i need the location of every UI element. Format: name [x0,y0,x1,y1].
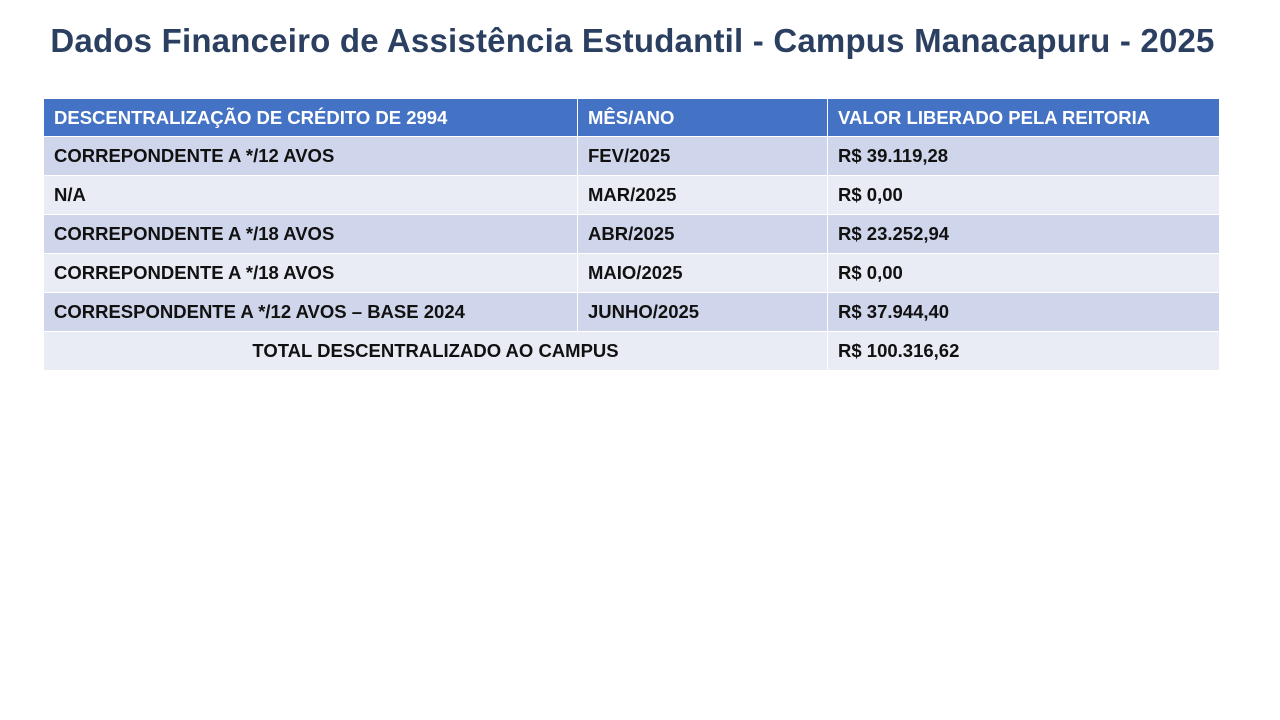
header-descentralizacao: DESCENTRALIZAÇÃO DE CRÉDITO DE 2994 [43,98,578,137]
cell-valor: R$ 39.119,28 [827,136,1220,176]
cell-mes: ABR/2025 [577,214,828,254]
cell-valor: R$ 0,00 [827,253,1220,293]
cell-mes: JUNHO/2025 [577,292,828,332]
header-mes-ano: MÊS/ANO [577,98,828,137]
cell-valor: R$ 0,00 [827,175,1220,215]
cell-valor: R$ 23.252,94 [827,214,1220,254]
table-header-row: DESCENTRALIZAÇÃO DE CRÉDITO DE 2994 MÊS/… [43,98,1220,137]
header-valor-liberado: VALOR LIBERADO PELA REITORIA [827,98,1220,137]
cell-descricao: CORREPONDENTE A */18 AVOS [43,253,578,293]
table-row: CORRESPONDENTE A */12 AVOS – BASE 2024 J… [43,292,1220,332]
cell-mes: MAR/2025 [577,175,828,215]
cell-descricao: CORRESPONDENTE A */12 AVOS – BASE 2024 [43,292,578,332]
table-row: N/A MAR/2025 R$ 0,00 [43,175,1220,215]
cell-descricao: CORREPONDENTE A */12 AVOS [43,136,578,176]
cell-mes: MAIO/2025 [577,253,828,293]
table-row: CORREPONDENTE A */18 AVOS ABR/2025 R$ 23… [43,214,1220,254]
cell-valor: R$ 37.944,40 [827,292,1220,332]
table-row: CORREPONDENTE A */18 AVOS MAIO/2025 R$ 0… [43,253,1220,293]
cell-mes: FEV/2025 [577,136,828,176]
table-row: CORREPONDENTE A */12 AVOS FEV/2025 R$ 39… [43,136,1220,176]
cell-descricao: CORREPONDENTE A */18 AVOS [43,214,578,254]
page-title: Dados Financeiro de Assistência Estudant… [50,22,1215,59]
total-valor: R$ 100.316,62 [827,331,1220,371]
total-label: TOTAL DESCENTRALIZADO AO CAMPUS [43,331,828,371]
table-total-row: TOTAL DESCENTRALIZADO AO CAMPUS R$ 100.3… [43,331,1220,371]
financial-table: DESCENTRALIZAÇÃO DE CRÉDITO DE 2994 MÊS/… [43,98,1220,371]
cell-descricao: N/A [43,175,578,215]
